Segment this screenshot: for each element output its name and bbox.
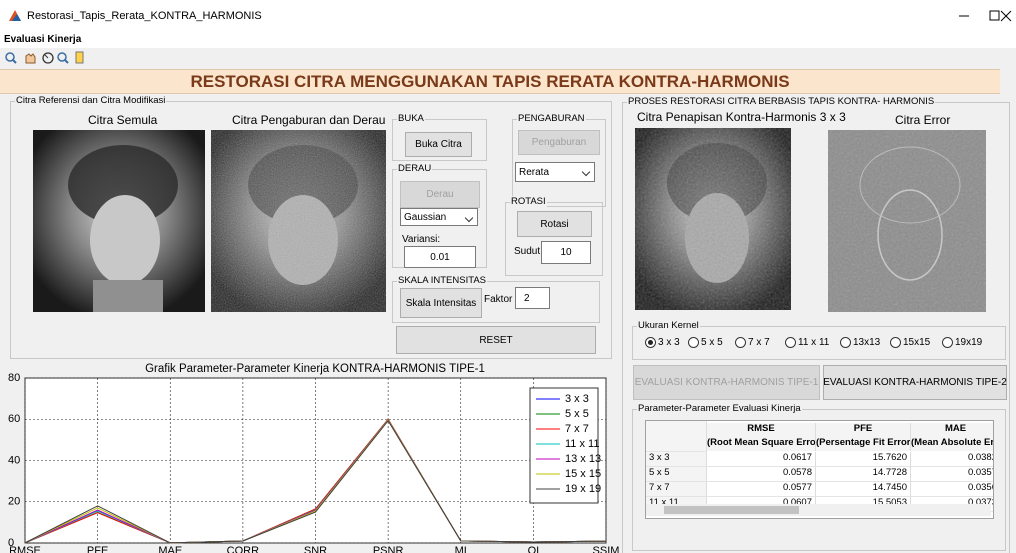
- chart: Grafik Parameter-Parameter Kinerja KONTR…: [0, 0, 620, 553]
- scrollbar[interactable]: [646, 504, 991, 516]
- y-tick-label: 80: [8, 372, 20, 384]
- column-header: (Persentage Fit Error): [816, 437, 911, 451]
- legend-label: 7 x 7: [565, 423, 589, 435]
- radio-button[interactable]: [785, 337, 796, 348]
- legend-label: 3 x 3: [565, 393, 589, 405]
- row-header: 3 x 3: [646, 452, 707, 467]
- table-cell: 0.0578: [707, 467, 816, 482]
- column-header: RMSE: [707, 423, 816, 437]
- radio-label: 7 x 7: [748, 337, 770, 348]
- x-tick-label: SNR: [304, 545, 327, 553]
- table-cell: 15.7620: [816, 452, 911, 467]
- image-error: [828, 130, 986, 312]
- column-header: PFE: [816, 423, 911, 437]
- radio-label: 15x15: [903, 337, 930, 348]
- y-tick-label: 20: [8, 496, 20, 508]
- image-label: Citra Error: [895, 113, 950, 127]
- radio-button[interactable]: [840, 337, 851, 348]
- radio-button[interactable]: [942, 337, 953, 348]
- legend-label: 11 x 11: [565, 438, 599, 450]
- panel-title: PROSES RESTORASI CITRA BERBASIS TAPIS KO…: [627, 96, 935, 107]
- radio-button[interactable]: [645, 337, 656, 348]
- radio-dot: [648, 340, 653, 345]
- group-title: Parameter-Parameter Evaluasi Kinerja: [637, 403, 802, 414]
- close-icon[interactable]: [1000, 10, 1014, 22]
- table-corner: [646, 421, 707, 452]
- button[interactable]: EVALUASI KONTRA-HARMONIS TIPE-1: [633, 365, 820, 400]
- radio-label: 19x19: [955, 337, 982, 348]
- legend-label: 15 x 15: [565, 468, 601, 480]
- legend-label: 13 x 13: [565, 453, 601, 465]
- column-header: (Root Mean Square Error): [707, 437, 816, 451]
- x-tick-label: MAE: [158, 545, 182, 553]
- radio-label: 13x13: [853, 337, 880, 348]
- radio-button[interactable]: [890, 337, 901, 348]
- row-header: 5 x 5: [646, 467, 707, 482]
- x-tick-label: CORR: [227, 545, 259, 553]
- x-tick-label: PSNR: [373, 545, 404, 553]
- x-tick-label: RMSE: [9, 545, 41, 553]
- chart-title: Grafik Parameter-Parameter Kinerja KONTR…: [145, 363, 485, 375]
- legend-label: 19 x 19: [565, 483, 601, 495]
- table-cell: 0.0577: [707, 482, 816, 497]
- app-window: Restorasi_Tapis_Rerata_KONTRA_HARMONIS E…: [0, 0, 1016, 553]
- table-cell: 14.7728: [816, 467, 911, 482]
- table-cell: 0.0382: [911, 452, 994, 467]
- x-tick-label: SSIM: [593, 545, 620, 553]
- group-title: Ukuran Kernel: [637, 320, 700, 331]
- radio-button[interactable]: [688, 337, 699, 348]
- radio-label: 5 x 5: [701, 337, 723, 348]
- table-cell: 14.7450: [816, 482, 911, 497]
- image-label: Citra Penapisan Kontra-Harmonis 3 x 3: [637, 110, 846, 124]
- column-header: (Mean Absolute Error): [911, 437, 994, 451]
- image-filtered: [635, 128, 791, 310]
- table-cell: 0.0617: [707, 452, 816, 467]
- x-tick-label: MI: [455, 545, 467, 553]
- x-tick-label: QI: [528, 545, 540, 553]
- table-cell: 0.0356: [911, 482, 994, 497]
- radio-label: 11 x 11: [798, 337, 829, 348]
- x-tick-label: PFE: [87, 545, 108, 553]
- radio-button[interactable]: [735, 337, 746, 348]
- radio-label: 3 x 3: [658, 337, 680, 348]
- y-tick-label: 40: [8, 454, 20, 466]
- legend-label: 5 x 5: [565, 408, 589, 420]
- y-tick-label: 60: [8, 413, 20, 425]
- column-header: MAE: [911, 423, 994, 437]
- row-header: 7 x 7: [646, 482, 707, 497]
- button[interactable]: EVALUASI KONTRA-HARMONIS TIPE-2: [823, 365, 1007, 400]
